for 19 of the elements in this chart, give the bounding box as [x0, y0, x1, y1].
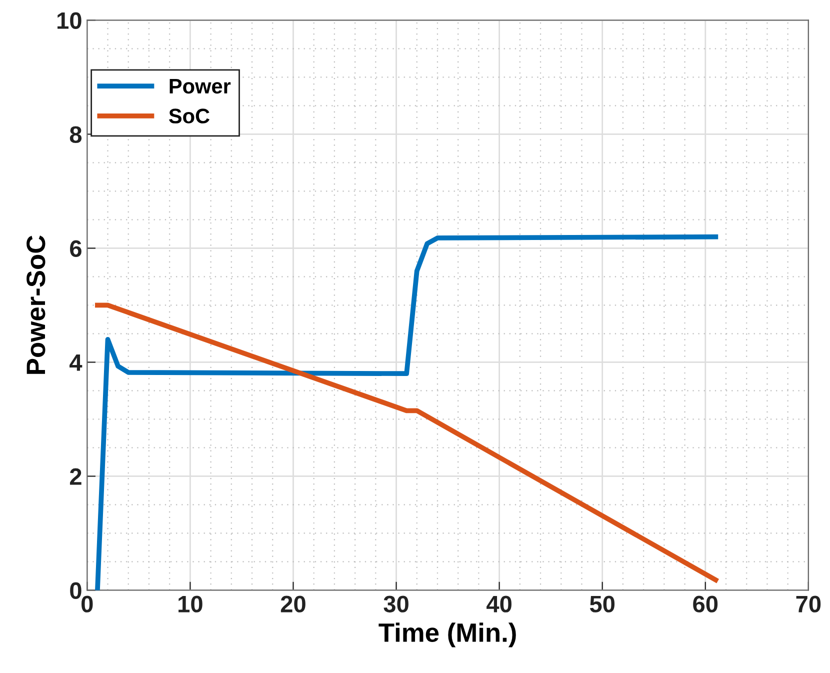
x-axis-title: Time (Min.) [378, 622, 516, 648]
y-tick-label: 10 [58, 12, 82, 29]
x-tick-label: 70 [796, 596, 821, 612]
x-tick-label: 30 [384, 596, 408, 612]
x-tick-label: 10 [178, 596, 202, 612]
line-series [95, 234, 718, 590]
y-axis-title: Power-SoC [26, 236, 46, 374]
x-tick-label: 50 [590, 596, 615, 612]
y-tick-label: 8 [70, 126, 82, 143]
x-tick-label: 60 [693, 596, 718, 612]
y-tick-label: 4 [70, 354, 82, 371]
x-tick-label: 20 [280, 596, 306, 612]
y-tick-label: 0 [70, 582, 82, 600]
x-tick-label: 0 [82, 596, 93, 612]
y-tick-label: 6 [70, 240, 82, 257]
legend-label: SoC [169, 108, 210, 124]
x-tick-label: 40 [486, 596, 512, 612]
legend-label: Power [170, 79, 231, 94]
y-tick-label: 2 [70, 468, 82, 485]
